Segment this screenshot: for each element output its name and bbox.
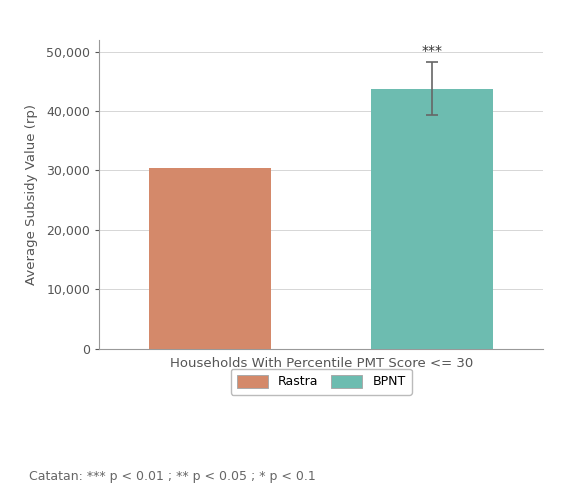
- Bar: [149, 168, 271, 349]
- Text: Catatan: *** p < 0.01 ; ** p < 0.05 ; * p < 0.1: Catatan: *** p < 0.01 ; ** p < 0.05 ; * …: [29, 470, 316, 483]
- Bar: [371, 89, 493, 349]
- X-axis label: Households With Percentile PMT Score <= 30: Households With Percentile PMT Score <= …: [169, 357, 473, 370]
- Text: ***: ***: [422, 44, 443, 58]
- Legend: Rastra, BPNT: Rastra, BPNT: [231, 369, 412, 394]
- Y-axis label: Average Subsidy Value (rp): Average Subsidy Value (rp): [25, 104, 38, 285]
